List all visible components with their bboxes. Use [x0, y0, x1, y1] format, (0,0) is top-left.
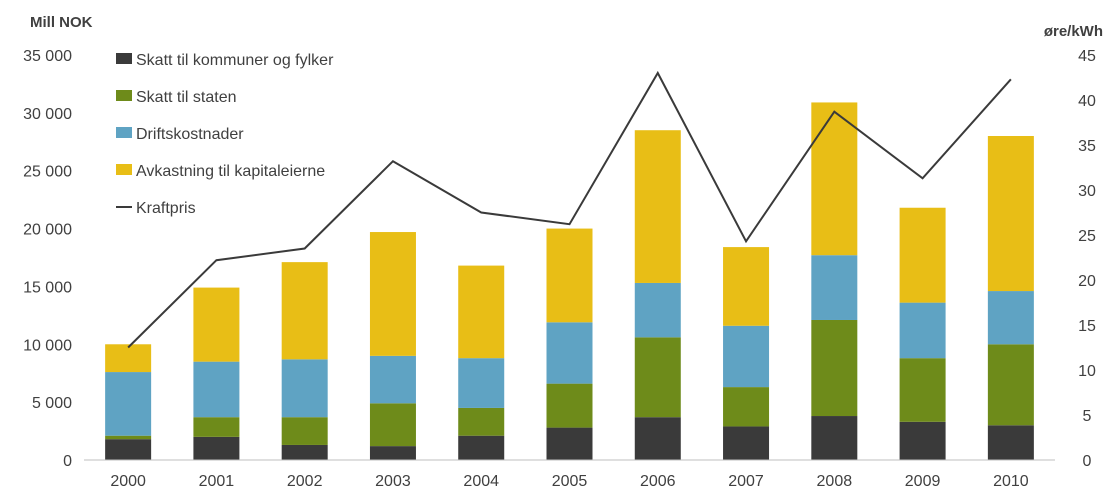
bar-area: [105, 102, 1034, 460]
bar-segment-2002: [281, 359, 328, 418]
bar-segment-2010: [987, 136, 1034, 292]
bar-segment-2009: [899, 207, 946, 303]
left-tick-label: 10 000: [23, 337, 72, 354]
bar-segment-2003: [369, 446, 416, 460]
right-tick-label: 5: [1083, 408, 1092, 425]
left-tick-label: 20 000: [23, 222, 72, 239]
bar-segment-2004: [458, 265, 505, 359]
left-tick-label: 30 000: [23, 106, 72, 123]
bar-segment-2002: [281, 444, 328, 460]
right-tick-label: 10: [1078, 363, 1096, 380]
bar-segment-2007: [723, 247, 770, 326]
x-tick-label: 2008: [817, 473, 853, 490]
right-tick-label: 20: [1078, 273, 1096, 290]
bar-segment-2005: [546, 322, 593, 384]
bar-segment-2000: [105, 439, 152, 460]
legend-label: Skatt til staten: [136, 89, 237, 106]
bar-segment-2006: [634, 282, 681, 338]
right-tick-label: 40: [1078, 93, 1096, 110]
legend: Skatt til kommuner og fylker Skatt til st…: [116, 52, 334, 217]
bar-segment-2008: [811, 416, 858, 460]
x-tick-label: 2002: [287, 473, 323, 490]
bar-segment-2008: [811, 255, 858, 320]
right-tick-label: 25: [1078, 228, 1096, 245]
legend-label: Avkastning til kapitaleierne: [136, 163, 325, 180]
bar-segment-2006: [634, 417, 681, 460]
x-tick-label: 2001: [199, 473, 235, 490]
bar-segment-2000: [105, 344, 152, 373]
bar-segment-2009: [899, 302, 946, 359]
bar-segment-2004: [458, 407, 505, 436]
right-tick-label: 0: [1083, 453, 1092, 470]
x-tick-label: 2007: [728, 473, 764, 490]
bar-segment-2007: [723, 325, 770, 388]
left-tick-label: 0: [63, 453, 72, 470]
bar-segment-2002: [281, 417, 328, 445]
x-axis-ticks: 2000 2001 2002 2003 2004 2005 2006 2007 2008 2009…: [110, 473, 1028, 490]
bar-segment-2001: [193, 287, 240, 362]
bar-segment-2002: [281, 262, 328, 360]
left-tick-label: 35 000: [23, 48, 72, 65]
bar-segment-2007: [723, 426, 770, 460]
right-axis-ticks: 0 5 10 15 20 25 30 35 40 45: [1078, 48, 1096, 470]
kraftpris-line-layer: [127, 70, 1012, 349]
right-tick-label: 45: [1078, 48, 1096, 65]
right-axis-label: øre/kWh: [1044, 23, 1103, 40]
bar-segment-2010: [987, 291, 1034, 345]
bar-segment-2001: [193, 361, 240, 418]
x-tick-label: 2000: [110, 473, 146, 490]
bar-segment-2001: [193, 436, 240, 460]
x-tick-label: 2003: [375, 473, 411, 490]
legend-label: Kraftpris: [136, 200, 196, 217]
x-tick-label: 2010: [993, 473, 1029, 490]
right-tick-label: 35: [1078, 138, 1096, 155]
bar-segment-2003: [369, 232, 416, 356]
bar-segment-2009: [899, 358, 946, 422]
bar-segment-2006: [634, 337, 681, 418]
bar-segment-2008: [811, 102, 858, 256]
x-tick-label: 2005: [552, 473, 588, 490]
bar-segment-2006: [634, 130, 681, 283]
legend-label: Driftskostnader: [136, 126, 244, 143]
left-tick-label: 15 000: [23, 279, 72, 296]
bar-segment-2005: [546, 383, 593, 428]
bar-segment-2003: [369, 355, 416, 404]
left-axis-label: Mill NOK: [30, 14, 93, 31]
x-tick-label: 2004: [463, 473, 499, 490]
legend-swatch: [116, 53, 132, 64]
bar-segment-2007: [723, 387, 770, 427]
bar-segment-2005: [546, 427, 593, 460]
right-tick-label: 15: [1078, 318, 1096, 335]
legend-label: Skatt til kommuner og fylker: [136, 52, 334, 69]
left-tick-label: 5 000: [32, 395, 72, 412]
bar-segment-2008: [811, 319, 858, 417]
bar-segment-2003: [369, 403, 416, 447]
bar-segment-2009: [899, 421, 946, 460]
x-tick-label: 2006: [640, 473, 676, 490]
legend-swatch: [116, 164, 132, 175]
legend-swatch: [116, 90, 132, 101]
legend-swatch: [116, 127, 132, 138]
bar-segment-2005: [546, 228, 593, 323]
bar-segment-2000: [105, 372, 152, 436]
left-axis-ticks: 0 5 000 10 000 15 000 20 000 25 000 30 000 35 0…: [23, 48, 72, 470]
kraftpris-line: [127, 70, 1012, 349]
x-tick-label: 2009: [905, 473, 941, 490]
bar-segment-2010: [987, 344, 1034, 426]
bar-segment-2000: [105, 435, 152, 440]
right-tick-label: 30: [1078, 183, 1096, 200]
bar-segment-2010: [987, 425, 1034, 460]
bar-segment-2004: [458, 358, 505, 408]
bar-segment-2001: [193, 417, 240, 437]
left-tick-label: 25 000: [23, 164, 72, 181]
bar-segment-2004: [458, 435, 505, 460]
